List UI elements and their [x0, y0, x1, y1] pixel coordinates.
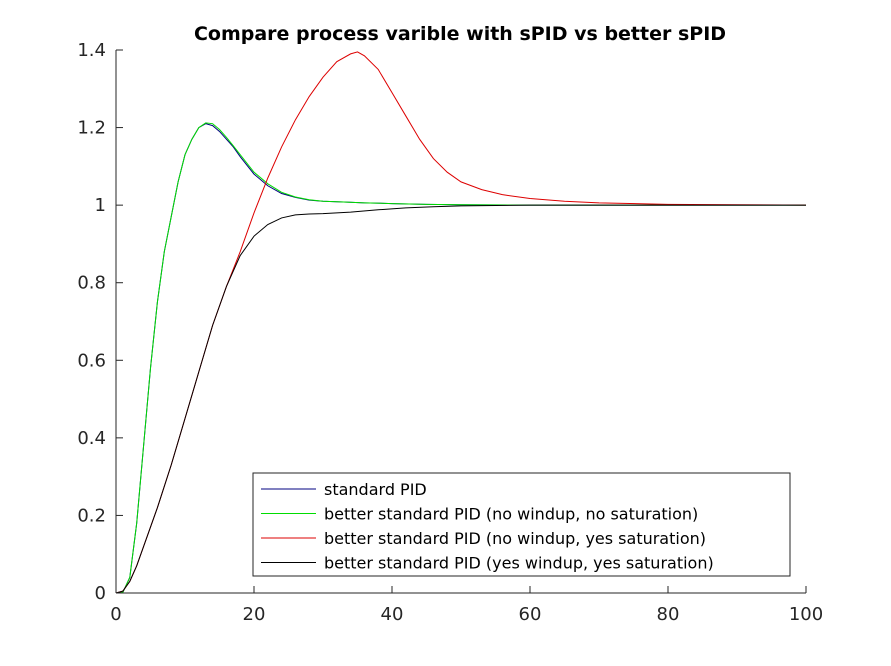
x-tick-label: 0: [110, 604, 121, 625]
y-tick-label: 0.4: [77, 428, 106, 449]
y-tick-label: 0: [95, 583, 106, 604]
legend-label: better standard PID (no windup, no satur…: [324, 505, 698, 524]
series-line-1: [115, 122, 806, 594]
x-tick-label: 40: [381, 604, 404, 625]
y-tick-label: 1.4: [77, 40, 106, 61]
chart-title: Compare process varible with sPID vs bet…: [194, 23, 726, 45]
x-tick-label: 100: [789, 604, 823, 625]
y-tick-label: 0.8: [77, 273, 106, 294]
x-tick-label: 20: [243, 604, 266, 625]
y-tick-label: 1.2: [77, 118, 106, 139]
x-tick-label: 60: [519, 604, 542, 625]
y-tick-label: 0.2: [77, 505, 106, 526]
series-line-3: [115, 204, 806, 594]
y-tick-label: 1: [95, 195, 106, 216]
x-tick-label: 80: [657, 604, 680, 625]
axes: 0 20 40 60 80 100 0 0.2 0.4 0.6 0.8 1 1.2 1.4: [77, 40, 823, 625]
series-lines: [115, 51, 807, 594]
legend-label: standard PID: [324, 480, 427, 499]
legend: standard PID better standard PID (no wind…: [252, 472, 791, 577]
y-tick-label: 0.6: [77, 350, 106, 371]
legend-label: better standard PID (yes windup, yes sat…: [324, 554, 714, 573]
legend-label: better standard PID (no windup, yes satu…: [324, 529, 706, 548]
legend-box: [252, 472, 791, 577]
